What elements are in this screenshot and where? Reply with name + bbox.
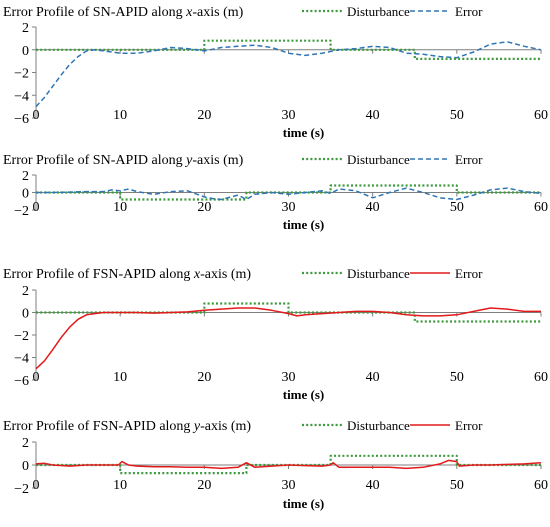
y-tick-label: 2	[22, 169, 29, 184]
chart-panel-4: Error Profile of FSN-APID along y-axis (…	[3, 418, 548, 511]
series-line-disturbance	[36, 39, 541, 60]
chart-panel-1: Error Profile of SN-APID along x-axis (m…	[3, 4, 548, 140]
y-tick-label: 0	[22, 307, 29, 322]
x-tick-label: 20	[197, 200, 211, 215]
y-tick-label: 0	[22, 44, 29, 59]
x-axis-label: time (s)	[283, 387, 325, 402]
x-tick-label: 20	[197, 370, 211, 385]
x-tick-label: 10	[113, 478, 127, 493]
y-tick-label: 0	[22, 459, 29, 474]
chart-title: Error Profile of SN-APID along x-axis (m…	[3, 5, 244, 20]
chart-title-axis: x	[185, 5, 193, 20]
chart-title-prefix: Error Profile of FSN-APID along	[3, 267, 194, 282]
legend-label: Error	[455, 152, 483, 167]
y-tick-label: −4	[14, 352, 29, 367]
x-tick-label: 60	[534, 200, 548, 215]
legend-label: Error	[455, 266, 483, 281]
x-tick-label: 10	[113, 108, 127, 123]
series-line-error	[35, 307, 541, 370]
x-tick-label: 0	[33, 200, 40, 215]
series-line-error	[35, 41, 542, 108]
series-line-disturbance	[36, 454, 541, 475]
y-tick-label: 2	[22, 21, 29, 36]
series-line-disturbance	[36, 184, 541, 201]
y-tick-label: 0	[22, 187, 29, 202]
y-tick-label: 2	[22, 284, 29, 299]
x-axis-label: time (s)	[283, 125, 325, 140]
y-tick-label: −2	[14, 204, 29, 219]
chart-title: Error Profile of FSN-APID along y-axis (…	[3, 419, 251, 434]
y-tick-label: −2	[14, 329, 29, 344]
legend-label: Disturbance	[347, 4, 410, 19]
x-axis-label: time (s)	[283, 496, 325, 511]
x-tick-label: 0	[33, 108, 40, 123]
x-tick-label: 40	[366, 370, 380, 385]
legend-label: Error	[455, 4, 483, 19]
x-tick-label: 30	[282, 108, 296, 123]
chart-title-axis: y	[184, 153, 193, 168]
x-tick-label: 0	[33, 370, 40, 385]
y-tick-label: −6	[14, 374, 29, 389]
x-tick-label: 60	[534, 108, 548, 123]
x-axis-label: time (s)	[283, 217, 325, 232]
x-tick-label: 50	[450, 370, 464, 385]
legend-label: Disturbance	[347, 152, 410, 167]
x-tick-label: 60	[534, 370, 548, 385]
legend-label: Disturbance	[347, 266, 410, 281]
chart-title-suffix: -axis (m)	[200, 267, 251, 282]
y-tick-label: −2	[14, 482, 29, 497]
legend-label: Disturbance	[347, 418, 410, 433]
chart-title-prefix: Error Profile of SN-APID along	[3, 153, 186, 168]
chart-title: Error Profile of SN-APID along y-axis (m…	[3, 153, 244, 168]
y-tick-label: 2	[22, 436, 29, 451]
chart-title-suffix: -axis (m)	[192, 153, 243, 168]
chart-panel-3: Error Profile of FSN-APID along x-axis (…	[3, 266, 548, 402]
x-tick-label: 40	[366, 478, 380, 493]
y-tick-label: −6	[14, 112, 29, 127]
x-tick-label: 40	[366, 200, 380, 215]
chart-title-prefix: Error Profile of SN-APID along	[3, 5, 186, 20]
x-tick-label: 10	[113, 370, 127, 385]
x-tick-label: 10	[113, 200, 127, 215]
x-tick-label: 20	[197, 108, 211, 123]
x-tick-label: 30	[282, 370, 296, 385]
chart-title-suffix: -axis (m)	[200, 419, 251, 434]
x-tick-label: 0	[33, 478, 40, 493]
x-tick-label: 20	[197, 478, 211, 493]
chart-title: Error Profile of FSN-APID along x-axis (…	[3, 267, 251, 282]
x-tick-label: 50	[450, 200, 464, 215]
legend-label: Error	[455, 418, 483, 433]
x-tick-label: 40	[366, 108, 380, 123]
x-tick-label: 30	[282, 200, 296, 215]
chart-title-prefix: Error Profile of FSN-APID along	[3, 419, 194, 434]
series-line-error	[35, 459, 542, 470]
x-tick-label: 50	[450, 478, 464, 493]
series-line-error	[36, 187, 542, 201]
x-tick-label: 50	[450, 108, 464, 123]
chart-title-axis: y	[192, 419, 201, 434]
chart-panel-2: Error Profile of SN-APID along y-axis (m…	[3, 152, 548, 232]
y-tick-label: −4	[14, 89, 29, 104]
chart-title-axis: x	[193, 267, 201, 282]
x-tick-label: 60	[534, 478, 548, 493]
chart-title-suffix: -axis (m)	[192, 5, 243, 20]
y-tick-label: −2	[14, 67, 29, 82]
x-tick-label: 30	[282, 478, 296, 493]
